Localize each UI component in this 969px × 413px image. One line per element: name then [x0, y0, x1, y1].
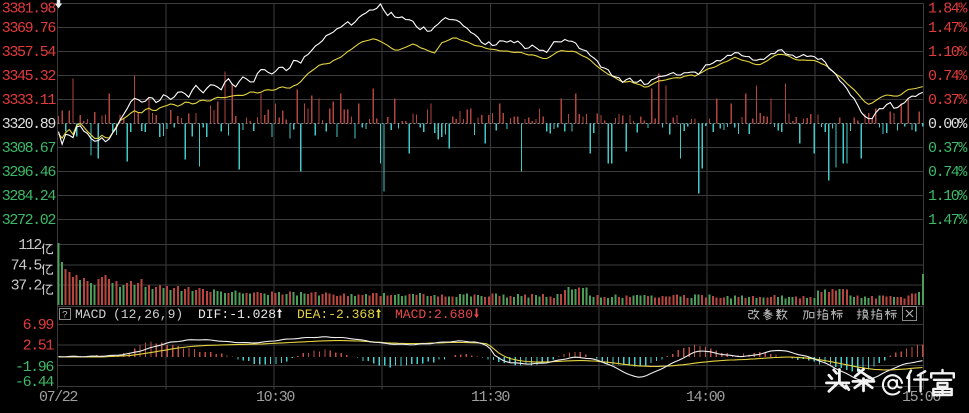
- svg-text:DIF:-1.028: DIF:-1.028: [198, 307, 276, 322]
- svg-text:14:00: 14:00: [686, 389, 725, 406]
- svg-text:3320.89: 3320.89: [2, 116, 56, 133]
- svg-text:MACD:2.680: MACD:2.680: [395, 307, 473, 322]
- svg-text:1.47%: 1.47%: [928, 212, 968, 229]
- svg-text:1.10%: 1.10%: [928, 44, 968, 61]
- svg-text:10:30: 10:30: [256, 389, 295, 406]
- svg-text:3296.46: 3296.46: [2, 164, 57, 181]
- svg-text:3284.24: 3284.24: [2, 188, 57, 205]
- svg-text:07/22: 07/22: [39, 389, 77, 406]
- svg-text:37.2: 37.2: [11, 278, 42, 295]
- svg-text:0.74%: 0.74%: [928, 68, 968, 85]
- svg-text:1.10%: 1.10%: [928, 188, 968, 205]
- svg-text:2.51: 2.51: [23, 337, 55, 354]
- svg-text:0.37%: 0.37%: [928, 140, 968, 157]
- svg-text:3357.54: 3357.54: [2, 44, 57, 61]
- svg-text:112: 112: [18, 237, 41, 254]
- svg-text:3308.67: 3308.67: [2, 140, 56, 157]
- svg-text:3381.98: 3381.98: [2, 1, 57, 18]
- svg-text:0.37%: 0.37%: [928, 92, 968, 109]
- svg-text:74.5: 74.5: [11, 258, 43, 275]
- svg-text:11:30: 11:30: [471, 389, 510, 406]
- svg-text:(12,26,9): (12,26,9): [113, 307, 183, 322]
- svg-text:0.74%: 0.74%: [928, 164, 968, 181]
- svg-text:-1.96: -1.96: [15, 359, 54, 376]
- svg-text:MACD: MACD: [75, 307, 106, 322]
- svg-text:0.00%: 0.00%: [928, 116, 968, 133]
- svg-text:-6.44: -6.44: [15, 374, 54, 391]
- svg-text:3369.76: 3369.76: [2, 20, 57, 37]
- svg-text:6.99: 6.99: [23, 317, 54, 334]
- svg-text:?: ?: [62, 311, 68, 322]
- svg-text:1.47%: 1.47%: [928, 20, 968, 37]
- svg-text:3345.32: 3345.32: [2, 68, 56, 85]
- svg-text:1.84%: 1.84%: [928, 1, 968, 18]
- svg-text:DEA:-2.368: DEA:-2.368: [297, 307, 375, 322]
- svg-text:3333.11: 3333.11: [2, 92, 57, 109]
- svg-text:3272.02: 3272.02: [2, 212, 56, 229]
